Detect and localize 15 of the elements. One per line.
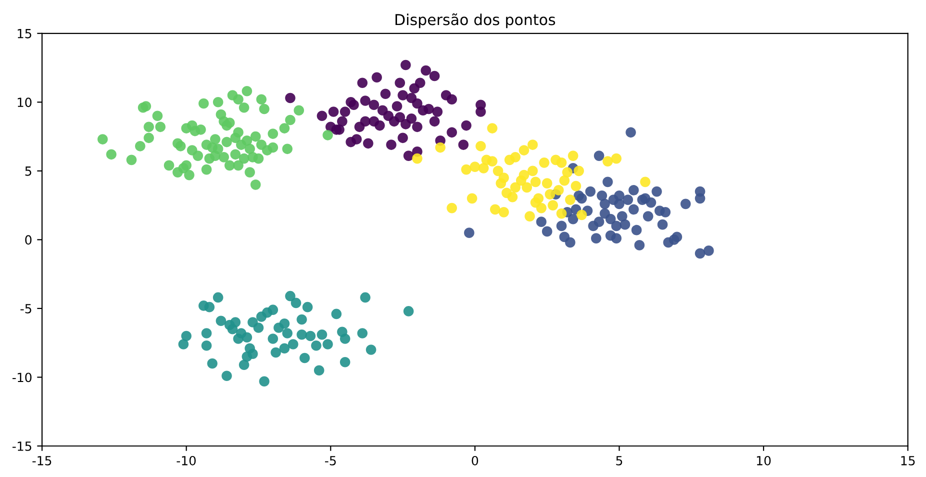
chart-title: Dispersão dos pontos (396, 13, 556, 28)
x-tick-label: 5 (616, 456, 622, 466)
x-tick-label: 15 (901, 456, 915, 466)
y-tick-label: 5 (25, 166, 32, 176)
x-tick-label: -15 (32, 456, 52, 466)
y-tick-label: -5 (20, 304, 32, 314)
x-tick-label: 0 (472, 456, 478, 466)
x-tick-label: -5 (325, 456, 336, 466)
y-tick-label: -10 (12, 372, 32, 382)
y-tick-label: 0 (25, 235, 32, 245)
x-tick-label: 10 (756, 456, 771, 466)
x-tick-label: -10 (176, 456, 196, 466)
y-tick-label: 15 (18, 29, 32, 38)
y-tick-label: 10 (18, 98, 32, 108)
y-tick-label: -15 (12, 442, 32, 451)
